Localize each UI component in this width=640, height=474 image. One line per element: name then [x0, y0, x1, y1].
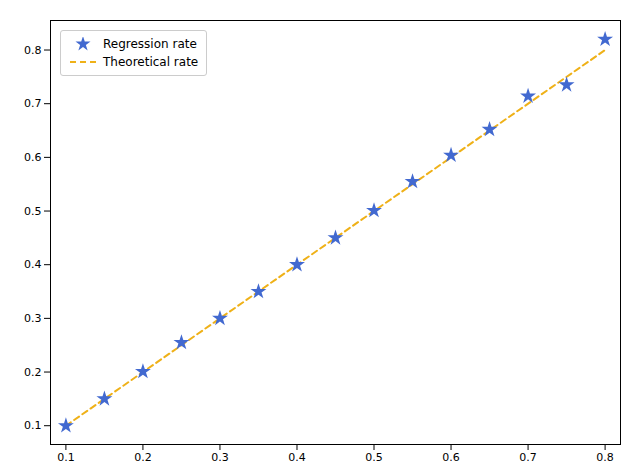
- svg-text:0.6: 0.6: [442, 451, 460, 464]
- svg-text:0.3: 0.3: [24, 312, 42, 325]
- svg-text:0.6: 0.6: [24, 151, 42, 164]
- svg-text:0.8: 0.8: [596, 451, 614, 464]
- svg-text:0.5: 0.5: [365, 451, 383, 464]
- svg-text:0.2: 0.2: [24, 366, 42, 379]
- svg-text:0.1: 0.1: [57, 451, 75, 464]
- svg-text:0.1: 0.1: [24, 419, 42, 432]
- svg-text:0.5: 0.5: [24, 205, 42, 218]
- svg-text:0.4: 0.4: [24, 258, 42, 271]
- svg-text:0.8: 0.8: [24, 44, 42, 57]
- svg-text:0.7: 0.7: [519, 451, 537, 464]
- svg-text:0.3: 0.3: [211, 451, 229, 464]
- svg-text:0.2: 0.2: [134, 451, 152, 464]
- html-text:Theoretical rate: Theoretical rate: [103, 55, 199, 69]
- svg-text:0.7: 0.7: [24, 97, 42, 110]
- svg-text:0.4: 0.4: [288, 451, 306, 464]
- html-text:Regression rate: Regression rate: [103, 37, 197, 51]
